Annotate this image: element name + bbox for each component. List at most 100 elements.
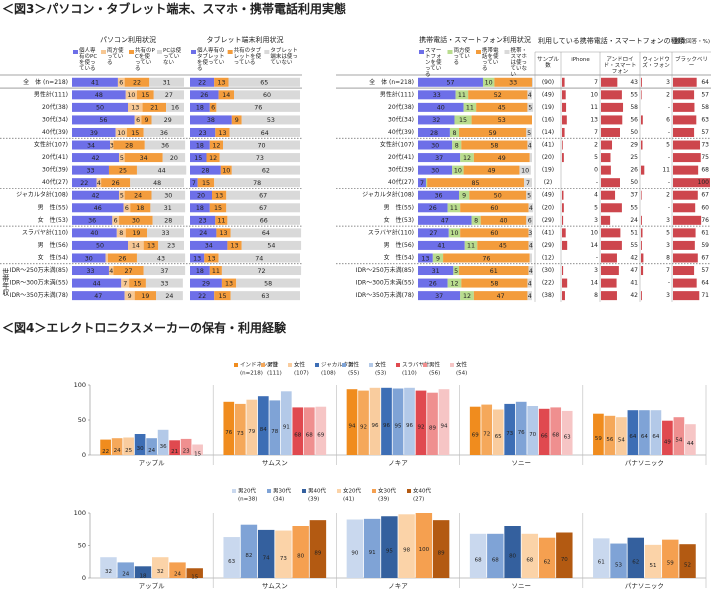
legend-n: (34) bbox=[273, 497, 284, 503]
x-tick-label: パナソニック bbox=[625, 582, 664, 590]
null-label: - bbox=[596, 179, 598, 186]
value-label: 98 bbox=[403, 548, 410, 554]
bar-segment bbox=[443, 253, 530, 263]
bar-segment bbox=[124, 291, 135, 301]
value-label: 26 bbox=[118, 255, 126, 262]
value-label: 8 bbox=[474, 218, 478, 225]
value-label: 96 bbox=[406, 423, 413, 429]
cell-bar bbox=[601, 253, 617, 263]
bar bbox=[363, 518, 381, 578]
bar bbox=[180, 438, 192, 455]
bar-segment bbox=[214, 291, 231, 301]
bar-segment bbox=[463, 102, 477, 112]
row-label: 20代(41) bbox=[42, 153, 68, 161]
value-label: 48 bbox=[95, 92, 103, 99]
cell-value: 55 bbox=[630, 204, 638, 211]
null-label: - bbox=[668, 179, 670, 186]
bar-segment bbox=[519, 165, 531, 175]
value-label: 14 bbox=[132, 243, 140, 250]
value-label: 62 bbox=[262, 167, 270, 174]
legend-swatch bbox=[191, 50, 196, 54]
bar-segment bbox=[476, 102, 528, 112]
legend-label: 女性 bbox=[294, 361, 306, 369]
bar-segment bbox=[524, 178, 532, 188]
bar-segment bbox=[72, 253, 106, 263]
bar-segment bbox=[221, 278, 237, 288]
y-tick-label: 0 bbox=[82, 451, 86, 459]
value-label: 34 bbox=[87, 142, 95, 149]
row-label: スラバヤ計(110) bbox=[368, 228, 414, 236]
bar-segment bbox=[115, 127, 127, 137]
bar-segment bbox=[418, 102, 464, 112]
row-label: 男性計(111) bbox=[380, 90, 414, 98]
value-label: 19 bbox=[141, 293, 149, 300]
y-tick-label: 0 bbox=[82, 574, 86, 582]
cell-value: 5 bbox=[666, 142, 670, 149]
bar-segment bbox=[149, 77, 184, 87]
bar-segment bbox=[110, 140, 114, 150]
value-label: 65 bbox=[495, 434, 502, 440]
value-label: 73 bbox=[280, 556, 287, 562]
cell-bar bbox=[601, 165, 611, 175]
value-label: 50 bbox=[96, 105, 104, 112]
bar-segment bbox=[241, 115, 300, 125]
bar-segment bbox=[214, 77, 229, 87]
bar-segment bbox=[209, 203, 227, 213]
cell-bar bbox=[601, 140, 613, 150]
legend-swatch bbox=[423, 363, 427, 367]
bar-segment bbox=[158, 240, 184, 250]
value-label: 37 bbox=[435, 155, 443, 162]
bar-segment bbox=[418, 115, 455, 125]
bar-segment bbox=[215, 127, 230, 137]
value-label: 28 bbox=[125, 142, 133, 149]
bar bbox=[157, 429, 169, 455]
value-label: 24 bbox=[174, 572, 181, 578]
bar-segment bbox=[231, 115, 242, 125]
bar bbox=[100, 439, 111, 455]
bar-segment bbox=[226, 203, 300, 213]
bar-segment bbox=[527, 90, 532, 100]
bar-segment bbox=[190, 178, 198, 188]
value-label: 40 bbox=[437, 105, 445, 112]
bar-segment bbox=[190, 278, 222, 288]
value-label: 13 bbox=[220, 230, 228, 237]
bar-segment bbox=[418, 215, 472, 225]
bar bbox=[234, 403, 246, 455]
bar-segment bbox=[418, 127, 450, 137]
value-label: 89 bbox=[429, 425, 436, 431]
legend-label: 女20代 bbox=[343, 487, 361, 495]
figure-title: ＜図4＞エレクトロニクスメーカーの保有・利用経験 bbox=[2, 321, 286, 335]
value-label: 68 bbox=[475, 557, 482, 563]
cell-bar bbox=[601, 240, 622, 250]
bar bbox=[134, 566, 152, 578]
value-label: 60 bbox=[490, 230, 498, 237]
bar-segment bbox=[418, 203, 448, 213]
bar bbox=[275, 530, 292, 578]
cell-bar bbox=[673, 77, 697, 87]
bar bbox=[117, 562, 134, 578]
bar-segment bbox=[145, 278, 183, 288]
cell-value: 25 bbox=[630, 154, 638, 161]
cell-value: 3 bbox=[594, 217, 598, 224]
legend-label: ジャカルタ計 bbox=[321, 361, 354, 369]
value-label: 11 bbox=[467, 243, 475, 250]
value-label: 12 bbox=[463, 155, 471, 162]
cell-value: 55 bbox=[630, 91, 638, 98]
bar bbox=[415, 390, 427, 455]
cell-value: 55 bbox=[630, 242, 638, 249]
cell-bar bbox=[562, 115, 567, 125]
legend-label: 共有のPCを使っている bbox=[135, 48, 155, 73]
bar-segment bbox=[418, 77, 483, 87]
row-label: 女性計(107) bbox=[380, 141, 414, 149]
row-label: IDR～300万未満(55) bbox=[356, 279, 414, 287]
sample-size: (19) bbox=[542, 167, 554, 174]
value-label: 73 bbox=[506, 431, 513, 437]
bar bbox=[146, 438, 157, 455]
value-label: 9 bbox=[462, 193, 466, 200]
row-label: 30代(39) bbox=[42, 166, 68, 174]
bar-segment bbox=[460, 203, 529, 213]
bar-segment bbox=[72, 90, 126, 100]
legend-n: (n=218) bbox=[240, 371, 263, 377]
cell-value: 41 bbox=[630, 280, 638, 287]
